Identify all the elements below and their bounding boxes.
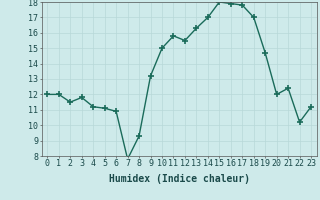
X-axis label: Humidex (Indice chaleur): Humidex (Indice chaleur) <box>109 174 250 184</box>
